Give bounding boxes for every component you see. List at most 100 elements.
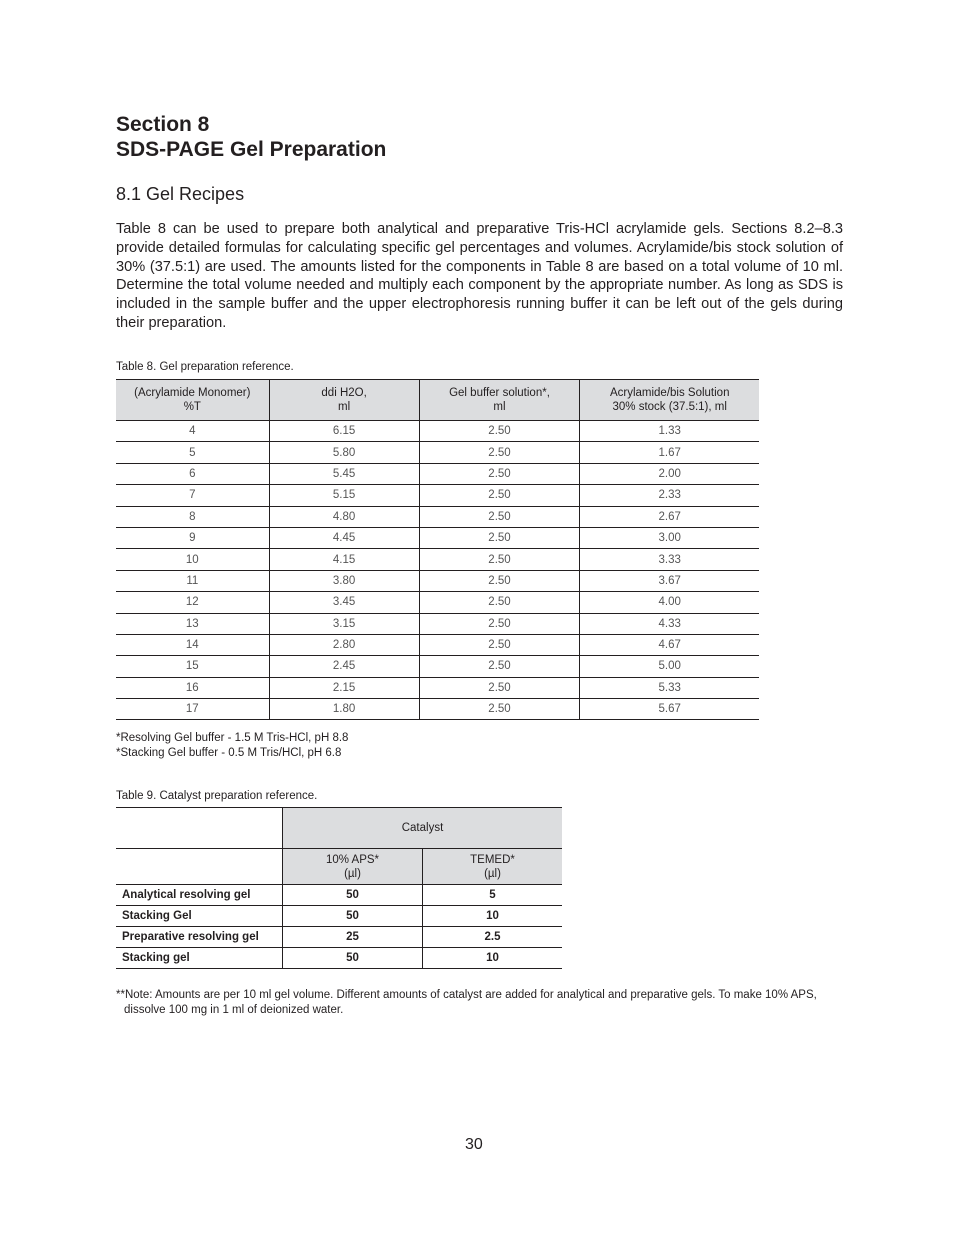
table-cell: 2.50 bbox=[418, 484, 580, 507]
table-row: 7 5.15 2.50 2.33 bbox=[116, 484, 759, 507]
table-cell: 2.50 bbox=[418, 677, 580, 700]
table-row: 6 5.45 2.50 2.00 bbox=[116, 463, 759, 486]
col-header: 10% APS* (µl) bbox=[282, 848, 423, 885]
table-cell: Preparative resolving gel bbox=[116, 926, 283, 948]
catalyst-preparation-table: Catalyst 10% APS* (µl) TEMED* (µl) Analytic… bbox=[116, 807, 562, 969]
table-cell: Stacking Gel bbox=[116, 905, 283, 927]
table-row: 9 4.45 2.50 3.00 bbox=[116, 527, 759, 550]
table-cell: 2.80 bbox=[268, 634, 420, 657]
table-cell: 12 bbox=[116, 591, 270, 614]
table-cell: 2.33 bbox=[579, 484, 759, 507]
table-cell: Stacking gel bbox=[116, 947, 283, 969]
table9-caption: Table 9. Catalyst preparation reference. bbox=[116, 790, 318, 802]
table-cell: 5.45 bbox=[268, 463, 420, 486]
section-title: Section 8 SDS-PAGE Gel Preparation bbox=[116, 113, 387, 161]
table-cell: 2.50 bbox=[418, 548, 580, 571]
table-cell: 8 bbox=[116, 506, 270, 528]
table-cell: 11 bbox=[116, 570, 270, 593]
table-cell: 2.45 bbox=[268, 655, 420, 678]
table-cell: 16 bbox=[116, 677, 270, 700]
gel-preparation-table: (Acrylamide Monomer) %T ddi H2O, ml Gel buff… bbox=[116, 379, 759, 721]
table8-caption: Table 8. Gel preparation reference. bbox=[116, 361, 294, 373]
table-cell: 2.15 bbox=[268, 677, 420, 700]
table-cell: 2.50 bbox=[418, 655, 580, 678]
table-row: 4 6.15 2.50 1.33 bbox=[116, 420, 759, 443]
table-row: 11 3.80 2.50 3.67 bbox=[116, 570, 759, 593]
table-cell: 2.5 bbox=[422, 926, 562, 948]
table-cell: 1.67 bbox=[579, 441, 759, 464]
table-row: Analytical resolving gel 50 5 bbox=[116, 884, 562, 906]
table-cell: 5.33 bbox=[579, 677, 759, 700]
body-paragraph: Table 8 can be used to prepare both anal… bbox=[116, 221, 843, 331]
table-cell: 25 bbox=[282, 926, 423, 948]
table-cell: 2.50 bbox=[418, 634, 580, 657]
table-cell: 2.50 bbox=[418, 463, 580, 486]
table8-footnotes: *Resolving Gel buffer - 1.5 M Tris-HCl, … bbox=[116, 732, 349, 759]
table-cell: 4.33 bbox=[579, 613, 759, 635]
table-cell: 50 bbox=[282, 947, 423, 969]
table-cell: 2.50 bbox=[418, 527, 580, 550]
table-cell: 2.50 bbox=[418, 698, 580, 721]
table-cell: Analytical resolving gel bbox=[116, 884, 283, 906]
table-cell: 6 bbox=[116, 463, 270, 486]
table-cell: 5.67 bbox=[579, 698, 759, 721]
table-row: 10 4.15 2.50 3.33 bbox=[116, 548, 759, 571]
table-cell: 1.80 bbox=[268, 698, 420, 721]
table-cell: 5.15 bbox=[268, 484, 420, 507]
col-header: ddi H2O, ml bbox=[268, 379, 420, 421]
table-cell: 2.50 bbox=[418, 591, 580, 614]
table-row: 15 2.45 2.50 5.00 bbox=[116, 655, 759, 678]
table-cell: 2.50 bbox=[418, 441, 580, 464]
table9-note: **Note: Amounts are per 10 ml gel volume… bbox=[116, 989, 817, 1016]
table-row: Stacking Gel 50 10 bbox=[116, 905, 562, 927]
table-cell: 4.15 bbox=[268, 548, 420, 571]
table-cell: 17 bbox=[116, 698, 270, 721]
table-cell: 5 bbox=[422, 884, 562, 906]
table-cell: 2.50 bbox=[418, 506, 580, 528]
table-row: 5 5.80 2.50 1.67 bbox=[116, 441, 759, 464]
table-row: 12 3.45 2.50 4.00 bbox=[116, 591, 759, 614]
table-cell: 2.67 bbox=[579, 506, 759, 528]
table-cell: 3.80 bbox=[268, 570, 420, 593]
table-row: 14 2.80 2.50 4.67 bbox=[116, 634, 759, 657]
page-number: 30 bbox=[465, 1136, 483, 1153]
table-cell: 4 bbox=[116, 420, 270, 443]
col-header: Gel buffer solution*, ml bbox=[418, 379, 580, 421]
table-cell: 6.15 bbox=[268, 420, 420, 443]
table-cell: 3.33 bbox=[579, 548, 759, 571]
subsection-title: 8.1 Gel Recipes bbox=[116, 184, 245, 204]
table-row: 16 2.15 2.50 5.33 bbox=[116, 677, 759, 700]
table-cell: 4.80 bbox=[268, 506, 420, 528]
table-row: 17 1.80 2.50 5.67 bbox=[116, 698, 759, 721]
catalyst-group-header: Catalyst bbox=[282, 807, 562, 849]
table-cell: 3.67 bbox=[579, 570, 759, 593]
table-cell: 5 bbox=[116, 441, 270, 464]
table-cell: 14 bbox=[116, 634, 270, 657]
table-cell: 3.15 bbox=[268, 613, 420, 635]
table-cell: 2.50 bbox=[418, 570, 580, 593]
table-cell: 50 bbox=[282, 884, 423, 906]
table-row: 8 4.80 2.50 2.67 bbox=[116, 506, 759, 528]
table-row: Stacking gel 50 10 bbox=[116, 947, 562, 969]
table-cell: 10 bbox=[116, 548, 270, 571]
table-cell: 5.00 bbox=[579, 655, 759, 678]
table-cell: 5.80 bbox=[268, 441, 420, 464]
table-row: Preparative resolving gel 25 2.5 bbox=[116, 926, 562, 948]
table-cell: 3.00 bbox=[579, 527, 759, 550]
table-cell: 4.67 bbox=[579, 634, 759, 657]
table-cell: 10 bbox=[422, 905, 562, 927]
col-header: Acrylamide/bis Solution 30% stock (37.5:1… bbox=[579, 379, 759, 421]
table-cell: 3.45 bbox=[268, 591, 420, 614]
col-header: TEMED* (µl) bbox=[422, 848, 562, 885]
table-cell: 10 bbox=[422, 947, 562, 969]
col-header: (Acrylamide Monomer) %T bbox=[116, 379, 270, 421]
table-cell: 7 bbox=[116, 484, 270, 507]
table-cell: 4.00 bbox=[579, 591, 759, 614]
table-cell: 15 bbox=[116, 655, 270, 678]
table-cell: 13 bbox=[116, 613, 270, 635]
table-cell: 4.45 bbox=[268, 527, 420, 550]
table-cell: 2.50 bbox=[418, 420, 580, 443]
table-cell: 50 bbox=[282, 905, 423, 927]
table-cell: 2.50 bbox=[418, 613, 580, 635]
